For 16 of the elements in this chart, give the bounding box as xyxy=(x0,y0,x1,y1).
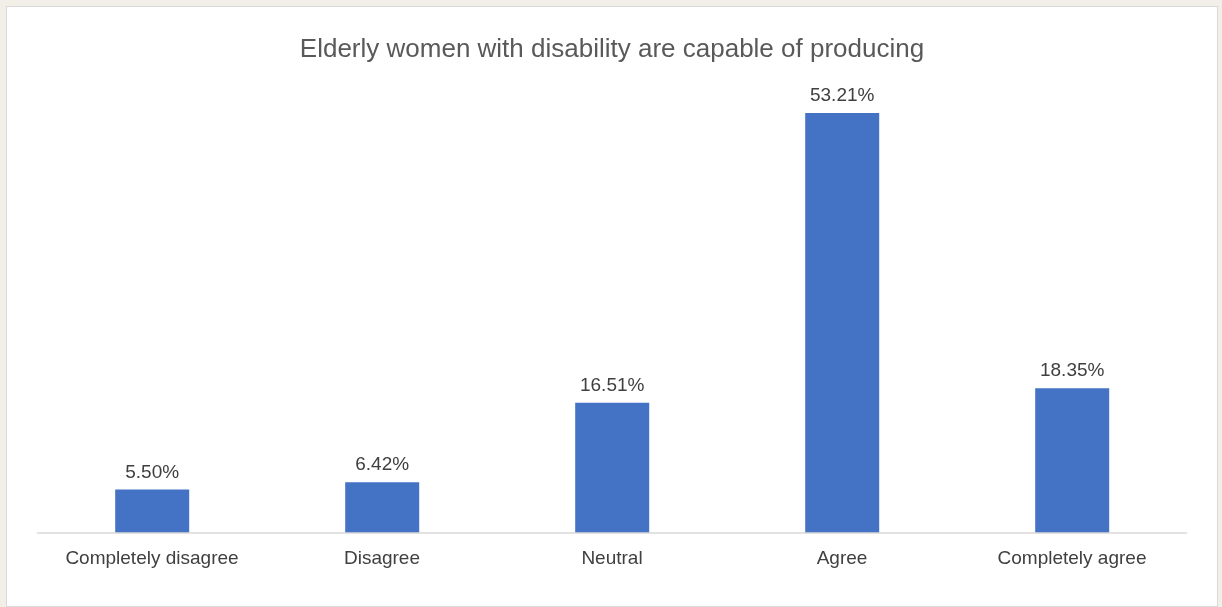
x-tick-label: Completely agree xyxy=(997,547,1147,569)
x-tick-label: Agree xyxy=(816,547,868,569)
bar xyxy=(345,482,420,533)
x-tick-label: Completely disagree xyxy=(65,547,239,569)
data-label: 53.21% xyxy=(809,84,875,105)
data-label: 18.35% xyxy=(1039,359,1105,381)
data-label: 5.50% xyxy=(125,460,180,482)
data-label: 6.42% xyxy=(355,453,410,475)
bar xyxy=(1035,388,1110,533)
data-label: 16.51% xyxy=(579,373,645,395)
x-tick-label: Neutral xyxy=(581,547,643,569)
x-tick-label: Disagree xyxy=(343,547,421,569)
bar xyxy=(575,402,650,533)
bar xyxy=(115,489,190,533)
chart-title: Elderly women with disability are capable of producing xyxy=(298,33,926,65)
bar xyxy=(805,113,880,533)
